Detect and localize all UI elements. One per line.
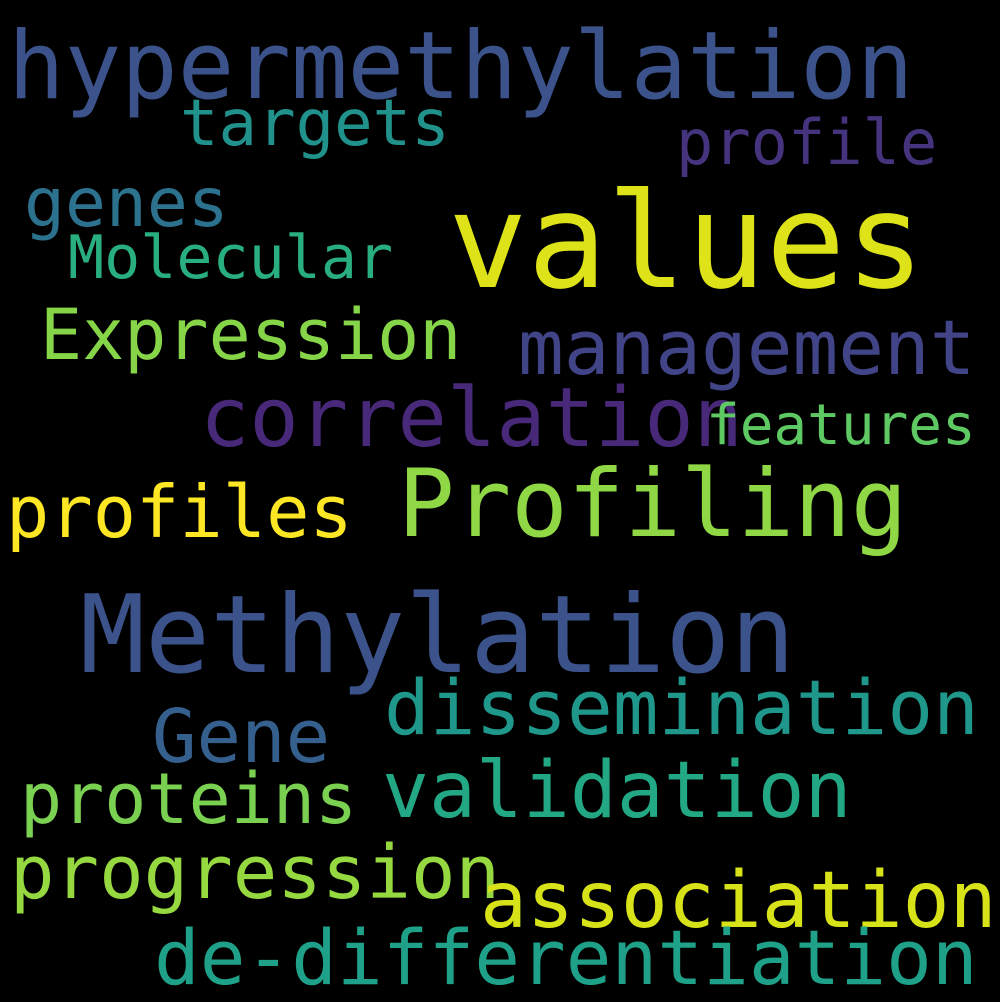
word-molecular: Molecular xyxy=(68,223,394,293)
word-proteins: proteins xyxy=(20,758,358,840)
word-profile: profile xyxy=(676,106,938,179)
word-association: association xyxy=(480,856,997,946)
word-genes: genes xyxy=(24,164,229,243)
word-profiling: Profiling xyxy=(398,450,908,559)
word-profiles: profiles xyxy=(6,470,353,554)
word-dissemination: dissemination xyxy=(384,663,979,752)
word-targets: targets xyxy=(180,87,450,161)
word-gene: Gene xyxy=(152,694,331,780)
word-validation: validation xyxy=(382,746,852,836)
word-correlation: correlation xyxy=(200,371,744,466)
word-hypermethylation: hypermethylation xyxy=(8,12,914,121)
word-management: management xyxy=(518,303,976,392)
word-values: values xyxy=(448,165,925,319)
word-features: features xyxy=(706,393,976,458)
word-methylation: Methylation xyxy=(80,573,796,698)
word-de-differentiation: de-differentiation xyxy=(154,913,978,1002)
word-progression: progression xyxy=(10,830,501,916)
word-expression: Expression xyxy=(40,294,462,376)
